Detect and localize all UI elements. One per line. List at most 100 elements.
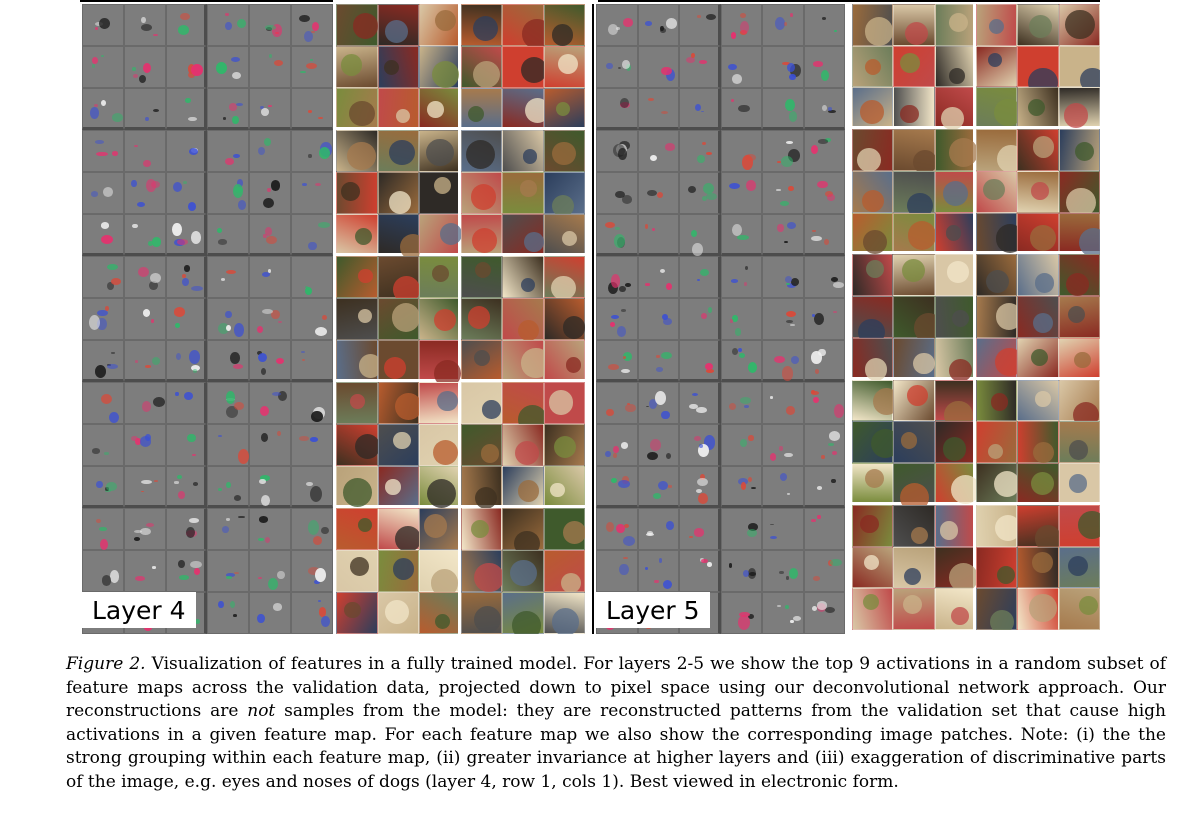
layer5-reconstruction-mark <box>705 192 717 201</box>
layer4-patch-patch-subject <box>557 53 579 75</box>
layer5-reconstruction-mark <box>747 568 757 580</box>
layer4-reconstruction-mark <box>137 266 149 278</box>
layer5-reconstruction-mark <box>818 348 826 357</box>
layer4-reconstruction-mark <box>99 538 108 550</box>
layer5-reconstruction-cell <box>720 424 762 466</box>
layer5-reconstruction-mark <box>813 397 819 404</box>
layer5-patch-cell <box>1017 337 1059 380</box>
layer4-reconstruction-mark <box>181 277 189 287</box>
layer5-reconstruction-cell <box>596 214 638 256</box>
layer5-patch-cell <box>1017 463 1059 505</box>
layer4-reconstruction-mark <box>143 63 152 74</box>
top-rule-right <box>598 0 1100 2</box>
layer5-reconstruction-mark <box>827 109 836 114</box>
layer5-reconstruction-cell <box>720 298 762 340</box>
layer5-reconstruction-mark <box>650 439 661 451</box>
layer4-reconstruction-mark <box>308 153 312 158</box>
layer4-patch-patch-subject <box>551 24 573 46</box>
layer4-reconstruction-mark <box>225 157 234 165</box>
layer4-reconstruction-mark <box>189 148 199 155</box>
layer4-reconstruction-cell <box>249 466 292 508</box>
layer4-patch-cell <box>543 382 585 424</box>
layer4-patch-cell <box>502 88 550 130</box>
layer4-reconstruction-mark <box>107 282 114 291</box>
layer5-patch-cell <box>1017 504 1061 552</box>
layer4-reconstruction-mark <box>100 235 113 245</box>
layer5-patch-cell <box>975 129 1025 174</box>
layer5-reconstruction-mark <box>748 435 754 441</box>
layer5-reconstruction-mark <box>616 27 620 31</box>
layer4-reconstruction-mark <box>132 223 138 229</box>
layer4-patch-cell <box>336 46 378 88</box>
layer4-reconstruction-mark <box>233 402 244 411</box>
layer4-reconstruction-mark <box>188 71 196 78</box>
layer4-reconstruction-mark <box>312 535 322 545</box>
layer5-patch-cell <box>975 588 1018 630</box>
layer5-reconstruction-cell <box>762 382 804 424</box>
layer5-reconstruction-mark <box>705 13 716 20</box>
layer4-reconstruction-cell <box>123 550 166 592</box>
layer5-reconstruction-mark <box>784 275 792 283</box>
layer4-reconstruction-cell <box>291 88 333 130</box>
layer4-reconstruction-mark <box>229 103 237 111</box>
layer4-reconstruction-mark <box>175 353 181 361</box>
layer5-reconstruction-mark <box>810 235 822 242</box>
layer4-reconstruction-mark <box>149 273 161 283</box>
layer4-reconstruction-cell <box>82 4 124 46</box>
layer4-patch-cell <box>377 550 419 592</box>
layer4-patch-cell <box>460 130 502 172</box>
layer4-patch-cell <box>460 592 502 634</box>
layer4-reconstruction-cell <box>82 424 124 466</box>
layer4-reconstruction-mark <box>271 391 282 396</box>
layer5-reconstruction-mark <box>686 56 696 64</box>
layer4-patch-cell <box>377 298 421 340</box>
layer4-reconstruction-cell <box>165 88 208 130</box>
layer5-patch-cell <box>893 212 937 255</box>
layer5-reconstruction-mark <box>787 62 795 73</box>
layer4-reconstruction-mark <box>218 487 222 491</box>
layer4-reconstruction-mark <box>139 436 152 447</box>
layer5-reconstruction-mark <box>738 353 745 359</box>
layer5-patch-patch-subject <box>1080 67 1100 93</box>
layer4-reconstruction-mark <box>188 201 197 211</box>
layer5-reconstruction-cell <box>720 214 762 256</box>
layer4-patch-cell <box>377 382 422 424</box>
layer5-reconstruction-mark <box>740 397 752 404</box>
layer4-reconstruction-mark <box>221 526 229 533</box>
layer4-reconstruction-mark <box>309 437 319 442</box>
layer4-patch-cell <box>336 508 378 550</box>
layer5-reconstruction-mark <box>739 12 747 18</box>
layer4-reconstruction-mark <box>306 481 313 486</box>
layer4-reconstruction-cell <box>291 340 333 382</box>
layer4-reconstruction-mark <box>134 529 143 533</box>
layer5-reconstruction-mark <box>746 180 756 191</box>
layer4-patch-cell <box>336 130 378 172</box>
layer5-patch-patch-subject <box>1068 474 1087 493</box>
layer5-patch-patch-subject <box>857 148 882 173</box>
layer5-reconstruction-mark <box>622 557 629 560</box>
layer4-reconstruction-mark <box>267 577 278 590</box>
layer5-reconstruction-mark <box>833 29 838 33</box>
layer4-reconstruction-mark <box>191 286 203 292</box>
layer4-reconstruction-mark <box>146 179 157 192</box>
layer4-reconstruction-mark <box>230 57 240 62</box>
layer5-reconstruction-mark <box>613 453 618 458</box>
layer5-reconstruction-cell <box>803 466 845 508</box>
layer4-patch-cell <box>460 172 502 214</box>
layer4-patch-patch-subject <box>518 320 540 342</box>
layer5-patch-cell <box>975 87 1022 130</box>
layer4-reconstruction-mark <box>149 280 159 291</box>
layer5-reconstruction-mark <box>731 32 737 39</box>
layer5-reconstruction-mark <box>610 477 617 483</box>
layer4-reconstruction-mark <box>151 565 157 569</box>
layer4-patch-patch-subject <box>350 557 369 576</box>
layer5-reconstruction-mark <box>622 536 635 547</box>
layer4-reconstruction-mark <box>147 240 153 247</box>
layer4-reconstruction-mark <box>173 481 180 484</box>
layer5-patch-cell <box>975 296 1023 338</box>
caption-text-part1: Visualization of features in a fully tra… <box>66 654 1167 722</box>
layer5-reconstruction-mark <box>666 521 674 530</box>
layer5-reconstruction-mark <box>657 480 669 491</box>
layer4-reconstruction-mark <box>276 358 284 365</box>
layer5-reconstruction-mark <box>731 74 742 84</box>
